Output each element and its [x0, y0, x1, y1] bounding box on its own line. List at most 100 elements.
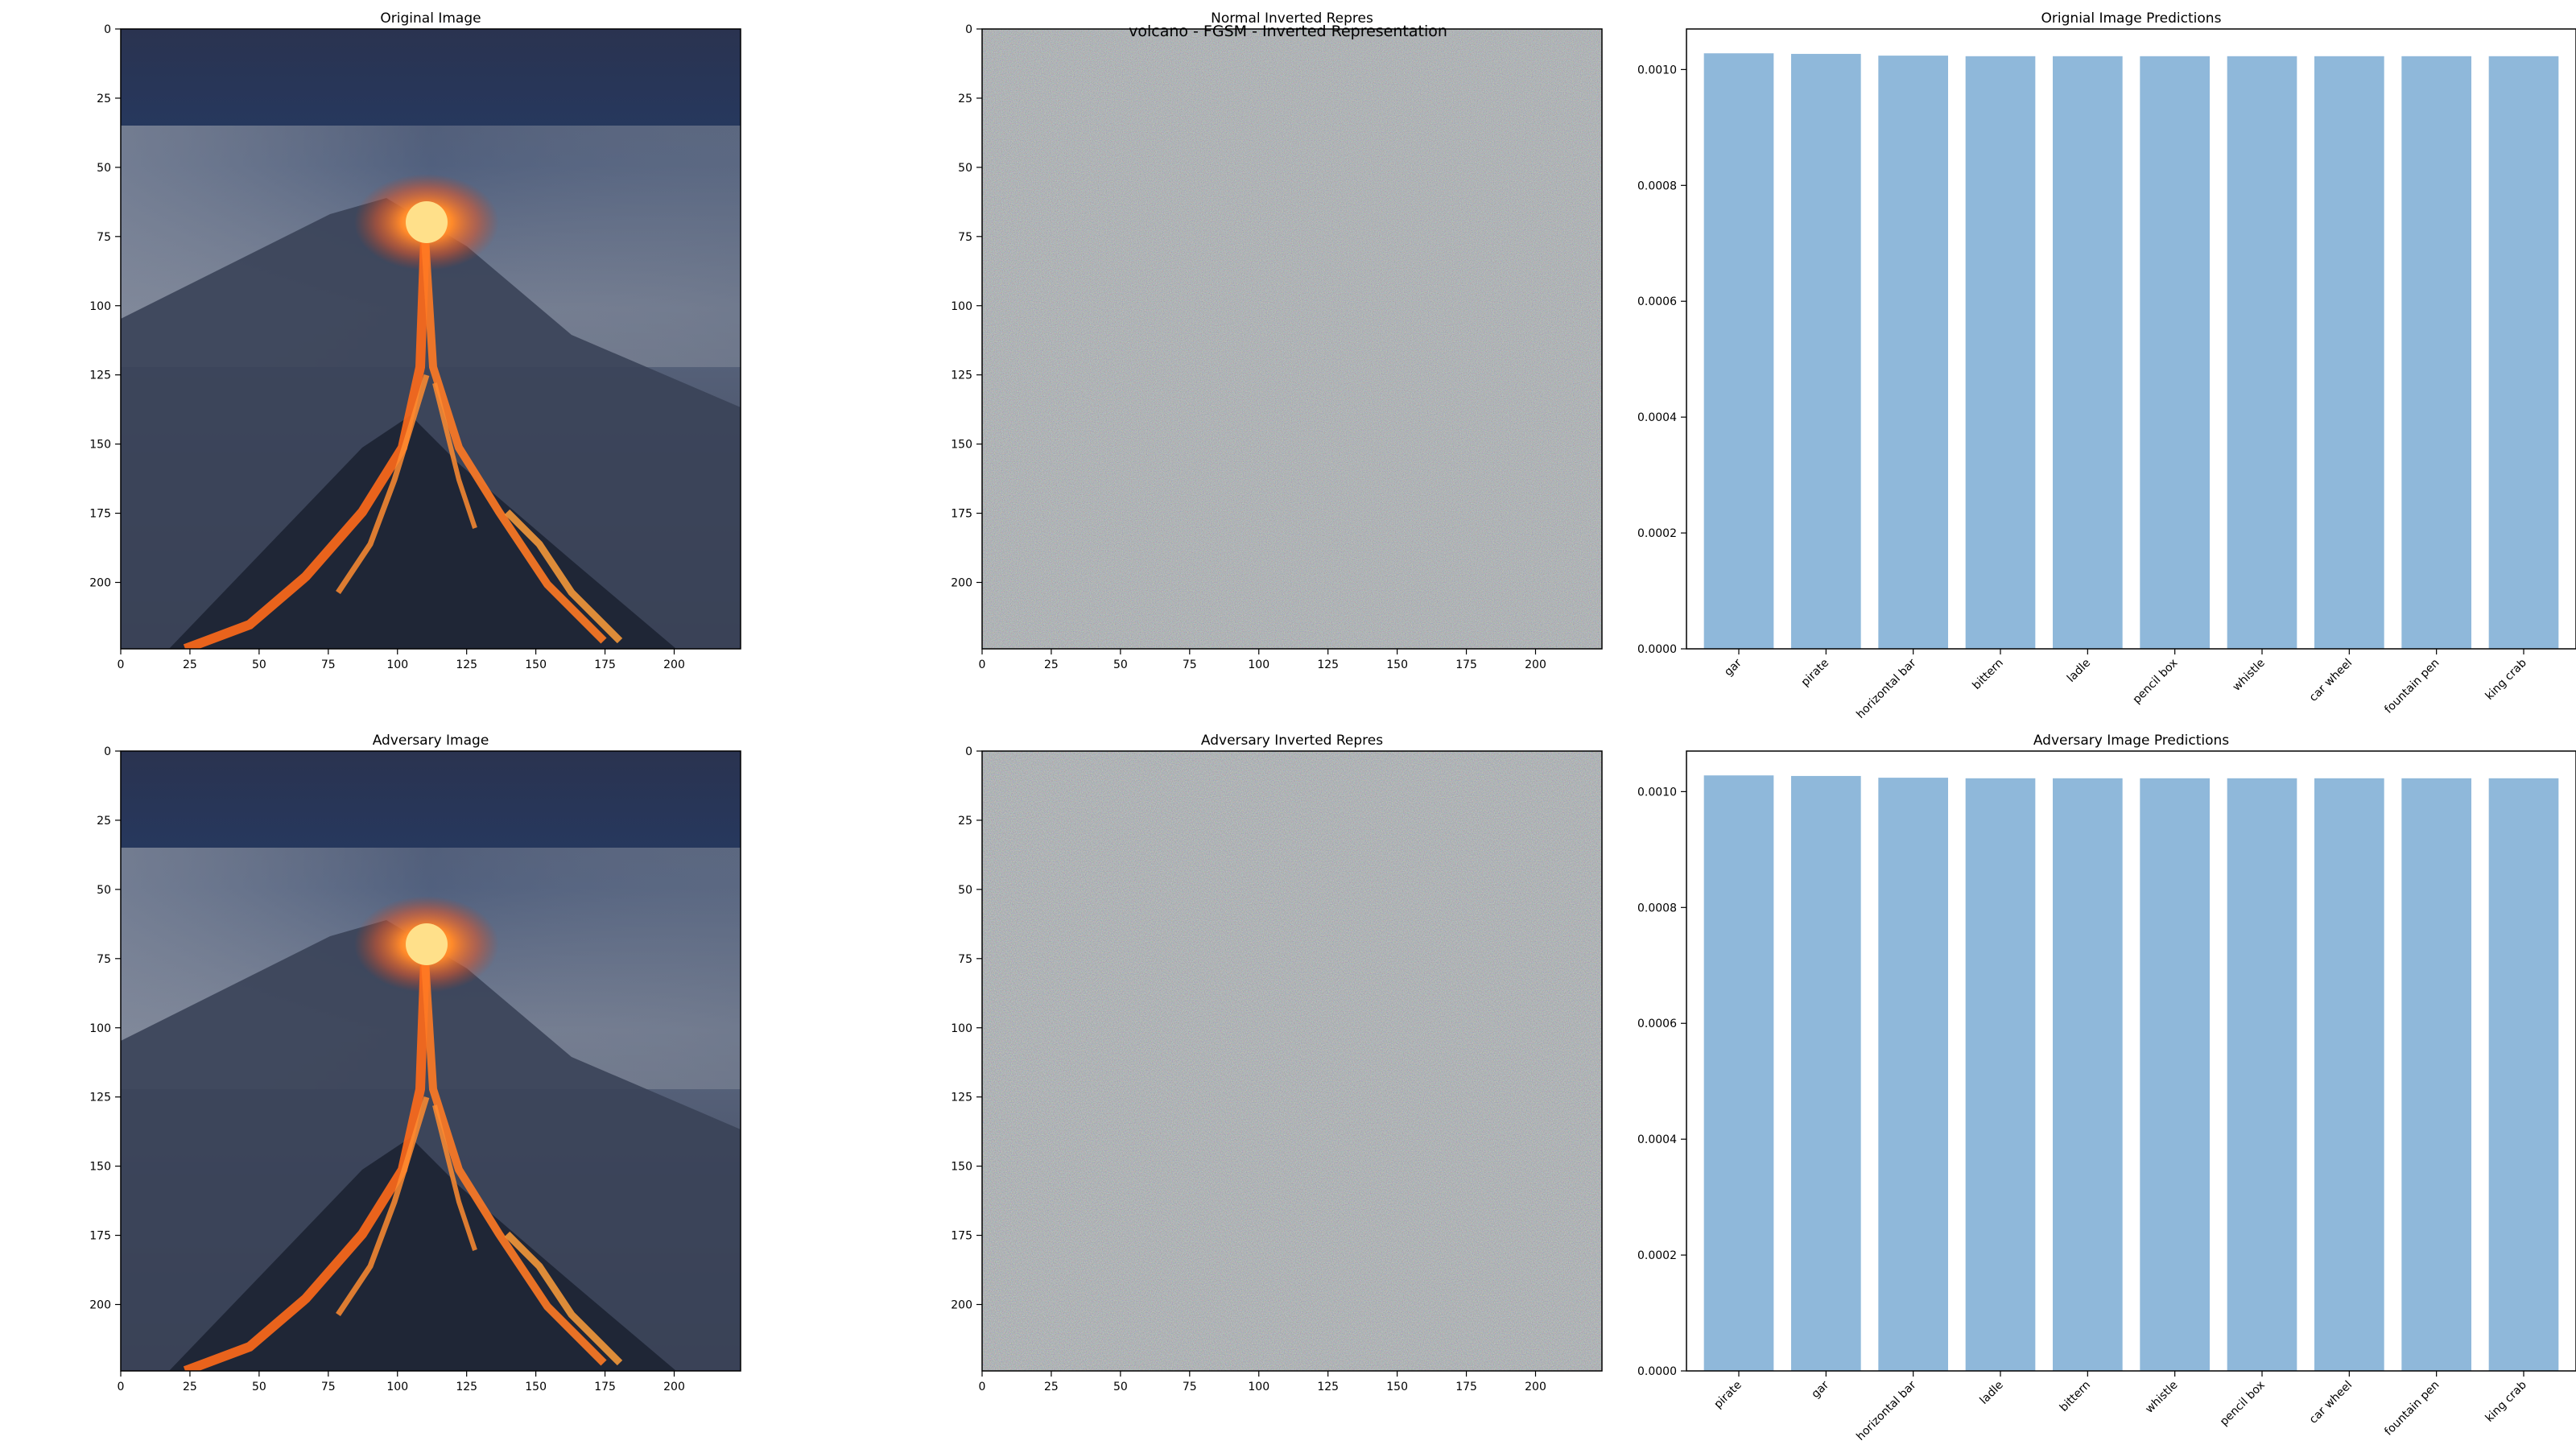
- x-tick-label: fountain pen: [2382, 657, 2442, 716]
- bar: [2140, 778, 2210, 1371]
- noise-image: [982, 29, 1602, 649]
- x-tick-label: 175: [1455, 1381, 1477, 1393]
- image-axes-1: Original Image 0 25 50 75 100 125 150 175 200 0 25 5…: [89, 10, 741, 671]
- x-tick-label: bittern: [1970, 657, 2005, 692]
- x-tick-label: ladle: [1978, 1379, 2006, 1407]
- y-tick-label: 125: [951, 1092, 972, 1104]
- bar: [1965, 56, 2036, 649]
- x-tick-label: 50: [252, 1381, 266, 1393]
- y-tick-label: 125: [89, 1092, 111, 1104]
- y-tick-label: 25: [97, 93, 111, 105]
- y-tick-label: 100: [951, 300, 972, 313]
- x-tick-label: 0: [118, 658, 125, 671]
- bar: [2140, 56, 2210, 649]
- y-tick-label: 0: [965, 745, 972, 758]
- bar-charts-layer: Orignial Image Predictions 0.0000 0.0002 0.…: [1637, 10, 2576, 1443]
- y-tick-label: 200: [951, 1299, 972, 1312]
- y-tick-label: 125: [89, 369, 111, 382]
- image-axes-4: Adversary Inverted Repres 0 25 50 75 100 125 15…: [951, 733, 1603, 1393]
- y-tick-label: 150: [951, 1161, 972, 1174]
- x-tick-label: 150: [525, 1381, 547, 1393]
- x-tick-label: pirate: [1799, 657, 1831, 689]
- x-tick-label: 200: [1525, 658, 1546, 671]
- axes-title: Original Image: [380, 10, 481, 27]
- chart-title: Adversary Image Predictions: [2033, 733, 2229, 749]
- y-tick-label: 200: [89, 577, 111, 590]
- x-tick-label: car wheel: [2307, 1379, 2355, 1426]
- y-tick-label: 50: [97, 162, 111, 175]
- x-tick-label: 125: [1317, 658, 1339, 671]
- y-tick-label: 50: [958, 162, 972, 175]
- x-tick-label: 200: [663, 1381, 685, 1393]
- x-tick-label: 0: [979, 1381, 986, 1393]
- y-tick-label: 25: [97, 815, 111, 828]
- axes-frame: [120, 28, 741, 650]
- x-tick-label: 200: [663, 658, 685, 671]
- x-tick-label: 150: [525, 658, 547, 671]
- y-tick-label: 175: [89, 508, 111, 521]
- bar: [1703, 53, 1774, 649]
- x-tick-label: 200: [1525, 1381, 1546, 1393]
- bar: [1791, 53, 1861, 650]
- y-tick-label: 0.0004: [1637, 411, 1677, 424]
- y-tick-label: 0: [965, 23, 972, 36]
- x-tick-label: 175: [594, 1381, 616, 1393]
- x-tick-label: pencil box: [2218, 1379, 2268, 1429]
- bar: [2227, 56, 2297, 649]
- x-tick-label: 25: [1044, 1381, 1059, 1393]
- x-tick-label: 150: [1386, 658, 1408, 671]
- axes-title: Normal Inverted Repres: [1211, 10, 1373, 27]
- y-tick-label: 0.0010: [1637, 786, 1677, 799]
- x-tick-label: pencil box: [2131, 657, 2181, 707]
- bar: [1965, 778, 2036, 1371]
- x-tick-label: king crab: [2483, 1378, 2529, 1424]
- bar: [1878, 778, 1948, 1371]
- x-tick-label: 175: [594, 658, 616, 671]
- y-tick-label: 0.0010: [1637, 64, 1677, 76]
- x-tick-label: 100: [386, 658, 408, 671]
- y-tick-label: 75: [97, 953, 111, 966]
- x-tick-label: 25: [183, 1381, 197, 1393]
- bar: [2488, 778, 2559, 1371]
- y-tick-label: 175: [951, 508, 972, 521]
- y-tick-label: 0.0000: [1637, 643, 1677, 656]
- y-tick-label: 0.0000: [1637, 1365, 1677, 1378]
- figure-suptitle: volcano - FGSM - Inverted Representation: [1129, 23, 1447, 40]
- axes-frame: [1686, 28, 2576, 650]
- x-tick-label: 75: [1183, 658, 1197, 671]
- y-tick-label: 150: [89, 1161, 111, 1174]
- x-tick-label: bittern: [2058, 1379, 2093, 1414]
- y-tick-label: 0.0004: [1637, 1133, 1677, 1146]
- bar: [2314, 778, 2384, 1371]
- axes-title: Adversary Image: [373, 733, 489, 749]
- x-tick-label: horizontal bar: [1854, 1378, 1918, 1443]
- x-tick-label: 100: [1248, 1381, 1269, 1393]
- bar: [2227, 778, 2297, 1371]
- y-tick-label: 0.0008: [1637, 180, 1677, 192]
- y-tick-label: 25: [958, 93, 972, 105]
- y-tick-label: 150: [89, 439, 111, 452]
- bar: [2488, 56, 2559, 649]
- y-tick-label: 150: [951, 439, 972, 452]
- axes-frame: [120, 750, 741, 1372]
- x-tick-label: 75: [321, 658, 336, 671]
- y-tick-label: 0.0002: [1637, 527, 1677, 540]
- x-tick-label: ladle: [2065, 657, 2093, 685]
- x-tick-label: 50: [1113, 658, 1128, 671]
- noise-image: [982, 751, 1602, 1371]
- image-axes-3: Adversary Image 0 25 50 75 100 125 150 175 200 0 25…: [89, 733, 741, 1393]
- x-tick-label: pirate: [1711, 1379, 1744, 1411]
- x-tick-label: king crab: [2483, 656, 2529, 702]
- x-tick-label: 125: [1317, 1381, 1339, 1393]
- y-tick-label: 175: [951, 1230, 972, 1243]
- y-tick-label: 200: [89, 1299, 111, 1312]
- x-tick-label: gar: [1809, 1378, 1831, 1401]
- volcano-image: [121, 29, 741, 649]
- x-tick-label: horizontal bar: [1854, 656, 1918, 720]
- x-tick-label: car wheel: [2307, 657, 2355, 704]
- x-tick-label: 0: [979, 658, 986, 671]
- y-tick-label: 0: [104, 745, 111, 758]
- y-tick-label: 0: [104, 23, 111, 36]
- x-tick-label: 50: [252, 658, 266, 671]
